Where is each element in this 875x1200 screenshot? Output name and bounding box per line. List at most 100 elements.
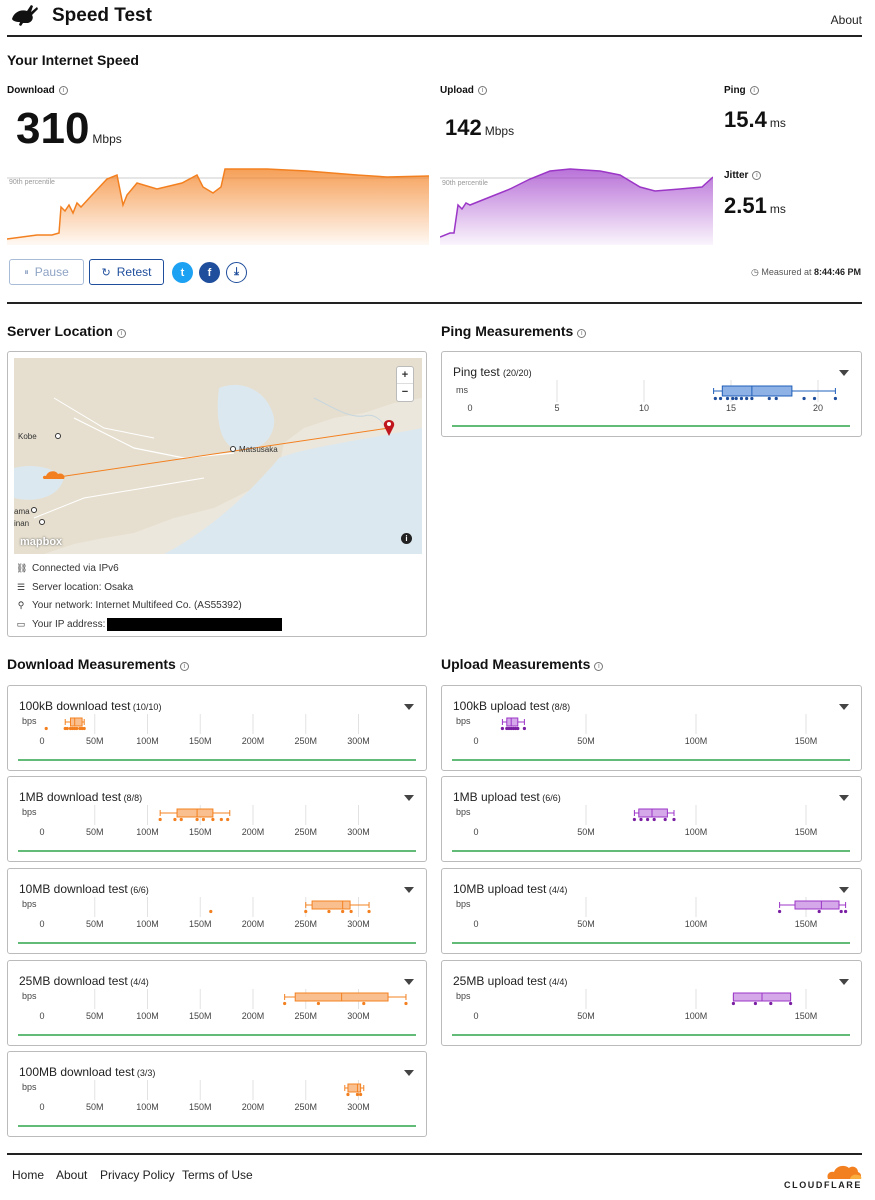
footer-link-about[interactable]: About <box>56 1168 88 1182</box>
section-divider <box>7 302 862 304</box>
info-icon[interactable]: i <box>752 171 762 180</box>
test-count: (3/3) <box>134 1068 156 1078</box>
tick-label: 200M <box>242 827 265 837</box>
tick-label: 300M <box>347 1102 370 1112</box>
server-map[interactable]: Kobe Matsusaka ama inan + − i mapbox <box>14 358 422 554</box>
tick-label: 150M <box>795 827 818 837</box>
zoom-in-button[interactable]: + <box>397 367 413 384</box>
facebook-share-icon[interactable]: f <box>199 262 220 283</box>
user-location-pin-icon <box>383 420 395 436</box>
test-title: 10MB download test (6/6) <box>19 882 149 896</box>
chevron-down-icon[interactable] <box>404 887 414 893</box>
chevron-down-icon[interactable] <box>839 979 849 985</box>
tick-label: 150M <box>795 919 818 929</box>
chevron-down-icon[interactable] <box>404 1070 414 1076</box>
tick-label: 250M <box>294 1011 317 1021</box>
mapbox-logo[interactable]: mapbox <box>20 536 63 548</box>
footer-link-privacy[interactable]: Privacy Policy <box>100 1168 175 1182</box>
location-pin-icon: ⚲ <box>17 600 25 610</box>
tick-label: 10 <box>639 403 649 413</box>
chevron-down-icon[interactable] <box>839 887 849 893</box>
data-point <box>817 909 821 914</box>
tick-label: 250M <box>294 919 317 929</box>
about-link[interactable]: About <box>830 13 862 27</box>
data-point <box>507 726 511 731</box>
axis-unit-label: bps <box>456 899 471 909</box>
chevron-down-icon[interactable] <box>839 370 849 376</box>
download-test-card[interactable]: 100MB download test (3/3) bps 0 50M 100M 150M… <box>7 1051 427 1137</box>
chevron-down-icon[interactable] <box>404 979 414 985</box>
chevron-down-icon[interactable] <box>839 795 849 801</box>
browser-icon: ▭ <box>16 619 26 629</box>
upload-test-card[interactable]: 100kB upload test (8/8) bps 0 50M 100M 150M <box>441 685 862 771</box>
data-point <box>750 396 754 401</box>
tick-label: 50M <box>86 919 104 929</box>
rabbit-logo-icon[interactable] <box>10 3 40 27</box>
info-icon[interactable]: i <box>749 86 759 95</box>
upload-test-card[interactable]: 1MB upload test (6/6) bps 0 50M 100M 150M <box>441 776 862 862</box>
data-point <box>713 396 717 401</box>
test-title: 100kB upload test (8/8) <box>453 699 570 713</box>
data-point <box>802 396 806 401</box>
data-point <box>739 396 744 401</box>
cloudflare-logo-icon[interactable] <box>824 1162 862 1180</box>
tick-label: 200M <box>242 736 265 746</box>
map-info-icon[interactable]: i <box>401 533 412 544</box>
tick-label: 50M <box>86 736 104 746</box>
data-point <box>226 817 230 822</box>
box-iqr <box>69 717 83 727</box>
tick-label: 150M <box>189 919 212 929</box>
data-point <box>767 396 771 401</box>
info-icon[interactable]: i <box>577 329 587 338</box>
info-icon[interactable]: i <box>594 662 604 671</box>
brand-title[interactable]: Speed Test <box>52 5 152 26</box>
chevron-down-icon[interactable] <box>404 704 414 710</box>
test-count: (4/4) <box>546 977 568 987</box>
tick-label: 0 <box>39 919 44 929</box>
download-percentile-label: 90th percentile <box>9 179 55 186</box>
test-title: 25MB download test (4/4) <box>19 974 149 988</box>
route-line <box>51 427 390 479</box>
tick-label: 100M <box>685 827 708 837</box>
twitter-share-icon[interactable]: t <box>172 262 193 283</box>
footer-link-home[interactable]: Home <box>12 1168 45 1182</box>
download-value: 310 Mbps <box>16 104 122 153</box>
test-title: 100kB download test (10/10) <box>19 699 161 713</box>
download-test-card[interactable]: 1MB download test (8/8) bps 0 50M 100M 150M 20… <box>7 776 427 862</box>
chevron-down-icon[interactable] <box>839 704 849 710</box>
info-icon[interactable]: i <box>116 329 126 338</box>
tick-label: 0 <box>39 827 44 837</box>
upload-line <box>440 168 713 238</box>
data-point <box>522 726 526 731</box>
download-test-card[interactable]: 25MB download test (4/4) bps 0 50M 100M 150M 2… <box>7 960 427 1046</box>
chevron-down-icon[interactable] <box>404 795 414 801</box>
server-location-title: Server Location i <box>7 323 126 339</box>
test-title: 10MB upload test (4/4) <box>453 882 567 896</box>
tick-label: 20 <box>813 403 823 413</box>
download-test-card[interactable]: 10MB download test (6/6) bps 0 50M 100M 150M 2… <box>7 868 427 954</box>
info-icon[interactable]: i <box>58 86 68 95</box>
tick-label: 50M <box>86 827 104 837</box>
upload-value: 142 Mbps <box>445 115 515 140</box>
ping-test-title: Ping test (20/20) <box>453 365 532 379</box>
upload-test-card[interactable]: 10MB upload test (4/4) bps 0 50M 100M 150M <box>441 868 862 954</box>
tick-label: 50M <box>86 1102 104 1112</box>
pause-button[interactable]: ⏸ Pause <box>9 259 84 285</box>
data-point <box>511 726 515 731</box>
footer-link-terms[interactable]: Terms of Use <box>182 1168 253 1182</box>
test-name: 100MB download test <box>19 1065 135 1079</box>
data-point <box>672 817 676 822</box>
info-icon[interactable]: i <box>179 662 189 671</box>
download-test-card[interactable]: 100kB download test (10/10) bps 0 50M 100M 15… <box>7 685 427 771</box>
ping-test-card[interactable]: Ping test (20/20) ms 0 5 10 15 20 <box>441 351 862 437</box>
zoom-out-button[interactable]: − <box>401 386 409 398</box>
info-icon[interactable]: i <box>477 86 487 95</box>
test-count: (8/8) <box>121 793 143 803</box>
retest-button[interactable]: ↻ Retest <box>89 259 164 285</box>
pause-icon: ⏸ <box>24 266 29 277</box>
download-results-icon[interactable]: ⤓ <box>226 262 247 283</box>
upload-test-card[interactable]: 25MB upload test (4/4) bps 0 50M 100M 150M <box>441 960 862 1046</box>
